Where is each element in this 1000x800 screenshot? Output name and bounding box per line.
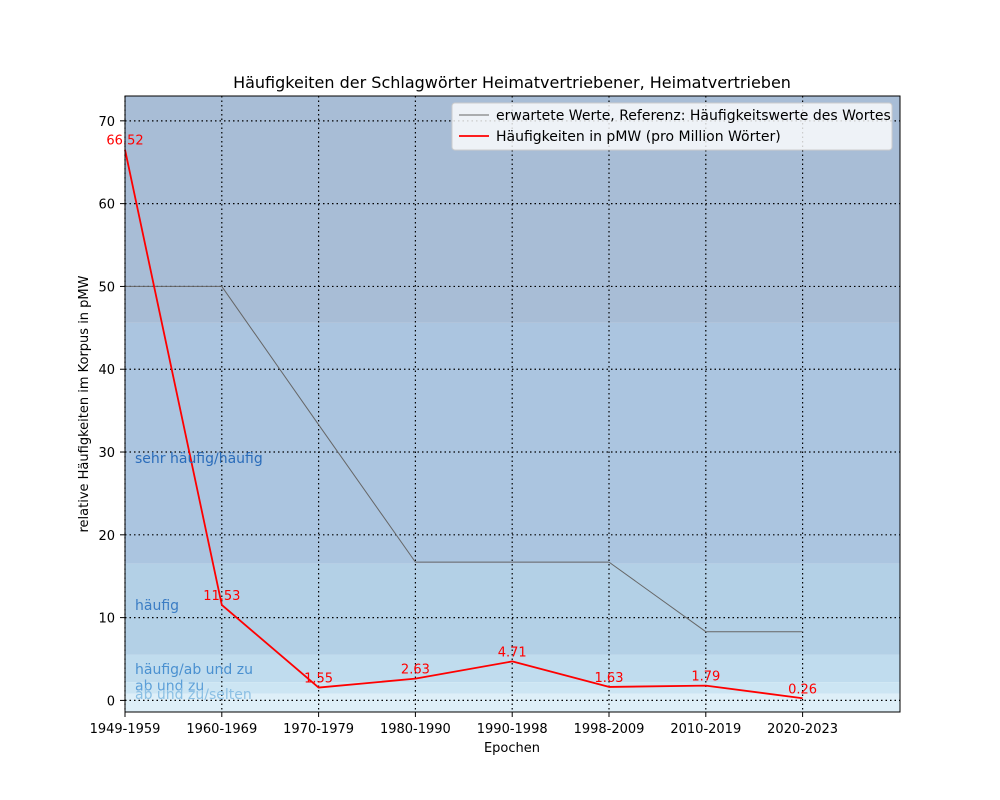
x-tick-label: 2020-2023 (767, 722, 838, 737)
y-tick-label: 10 (98, 612, 115, 627)
y-tick-label: 70 (98, 115, 115, 130)
band-label: häufig (135, 598, 179, 614)
data-label: 1.63 (595, 671, 624, 686)
data-label: 11.53 (203, 589, 240, 604)
band-4 (125, 682, 900, 694)
y-tick-label: 40 (98, 363, 115, 378)
frequency-bands (125, 96, 900, 712)
data-label: 4.71 (498, 645, 527, 660)
y-tick-label: 50 (98, 280, 115, 295)
y-axis-title: relative Häufigkeiten im Korpus in pMW (77, 275, 92, 532)
x-tick-label: 1949-1959 (90, 722, 161, 737)
y-tick-label: 60 (98, 198, 115, 213)
x-tick-label: 1980-1990 (380, 722, 451, 737)
data-label: 1.79 (691, 670, 720, 685)
legend-label: Häufigkeiten in pMW (pro Million Wörter) (496, 129, 781, 145)
band-label: ab und zu/selten (135, 687, 252, 703)
series-line-1 (124, 149, 803, 700)
y-tick-label: 20 (98, 529, 115, 544)
grid (124, 96, 900, 712)
data-label: 0.26 (788, 682, 817, 697)
band-label: ab und zu (135, 679, 204, 695)
series-lines (124, 149, 803, 700)
x-tick-label: 1998-2009 (574, 722, 645, 737)
axes: 1949-1959 1960-1969 1970-1979 1980-1990 1990… (90, 95, 901, 737)
point-labels: sehr häufig/häufig häufig häufig/ab und zu… (106, 134, 817, 703)
band-label: häufig/ab und zu (135, 662, 253, 678)
x-tick-label: 1990-1998 (477, 722, 548, 737)
x-tick-label: 1960-1969 (186, 722, 257, 737)
band-5 (125, 693, 900, 712)
data-label: 1.55 (304, 672, 333, 687)
x-axis-title: Epochen (484, 741, 540, 756)
chart-title: Häufigkeiten der Schlagwörter Heimatvert… (233, 73, 791, 92)
legend: erwartete Werte, Referenz: Häufigkeitswe… (451, 102, 893, 151)
x-tick-label: 2010-2019 (670, 722, 741, 737)
y-tick-label: 30 (98, 446, 115, 461)
series-line-0 (125, 285, 803, 633)
x-tick-label: 1970-1979 (283, 722, 354, 737)
legend-box (451, 102, 893, 151)
data-label: 2.63 (401, 663, 430, 678)
y-tick-label: 0 (107, 694, 115, 709)
band-label: sehr häufig/häufig (135, 451, 263, 467)
legend-label: erwartete Werte, Referenz: Häufigkeitswe… (496, 108, 891, 124)
